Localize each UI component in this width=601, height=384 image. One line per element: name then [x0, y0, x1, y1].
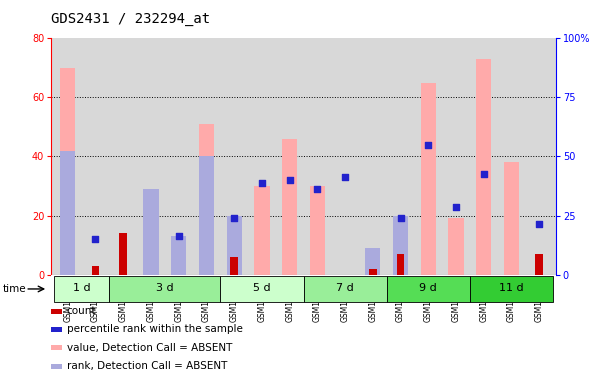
- Point: [479, 171, 489, 177]
- Bar: [120, 233, 127, 275]
- Point: [285, 177, 294, 183]
- Bar: [60, 68, 75, 275]
- Bar: [171, 245, 186, 275]
- Bar: [476, 59, 492, 275]
- Bar: [393, 215, 408, 275]
- Text: value, Detection Call = ABSENT: value, Detection Call = ABSENT: [67, 343, 232, 353]
- Bar: [54, 276, 109, 302]
- Text: 5 d: 5 d: [253, 283, 270, 293]
- Text: count: count: [67, 306, 96, 316]
- Bar: [254, 186, 269, 275]
- Text: 1 d: 1 d: [73, 283, 90, 293]
- Bar: [448, 218, 464, 275]
- Bar: [397, 254, 404, 275]
- Point: [257, 180, 267, 186]
- Bar: [221, 276, 304, 302]
- Bar: [199, 157, 214, 275]
- Bar: [143, 207, 159, 275]
- Point: [174, 233, 183, 239]
- Point: [313, 186, 322, 192]
- Bar: [304, 276, 386, 302]
- Text: rank, Detection Call = ABSENT: rank, Detection Call = ABSENT: [67, 361, 227, 371]
- Point: [91, 236, 100, 242]
- Bar: [310, 186, 325, 275]
- Bar: [421, 83, 436, 275]
- Bar: [171, 236, 186, 275]
- Bar: [282, 139, 297, 275]
- Text: 7 d: 7 d: [336, 283, 354, 293]
- Text: 3 d: 3 d: [156, 283, 174, 293]
- Bar: [91, 266, 99, 275]
- Point: [424, 142, 433, 148]
- Text: percentile rank within the sample: percentile rank within the sample: [67, 324, 243, 334]
- Bar: [109, 276, 221, 302]
- Text: 9 d: 9 d: [419, 283, 437, 293]
- Bar: [369, 269, 377, 275]
- Point: [340, 174, 350, 180]
- Bar: [60, 151, 75, 275]
- Point: [534, 221, 544, 227]
- Text: time: time: [3, 284, 26, 294]
- Bar: [227, 215, 242, 275]
- Bar: [504, 162, 519, 275]
- Bar: [199, 124, 214, 275]
- Text: 11 d: 11 d: [499, 283, 524, 293]
- Bar: [143, 189, 159, 275]
- Bar: [386, 276, 470, 302]
- Bar: [470, 276, 553, 302]
- Bar: [365, 248, 380, 275]
- Bar: [230, 257, 238, 275]
- Text: GDS2431 / 232294_at: GDS2431 / 232294_at: [51, 12, 210, 25]
- Point: [396, 215, 406, 222]
- Point: [451, 204, 461, 210]
- Bar: [535, 254, 543, 275]
- Point: [230, 215, 239, 222]
